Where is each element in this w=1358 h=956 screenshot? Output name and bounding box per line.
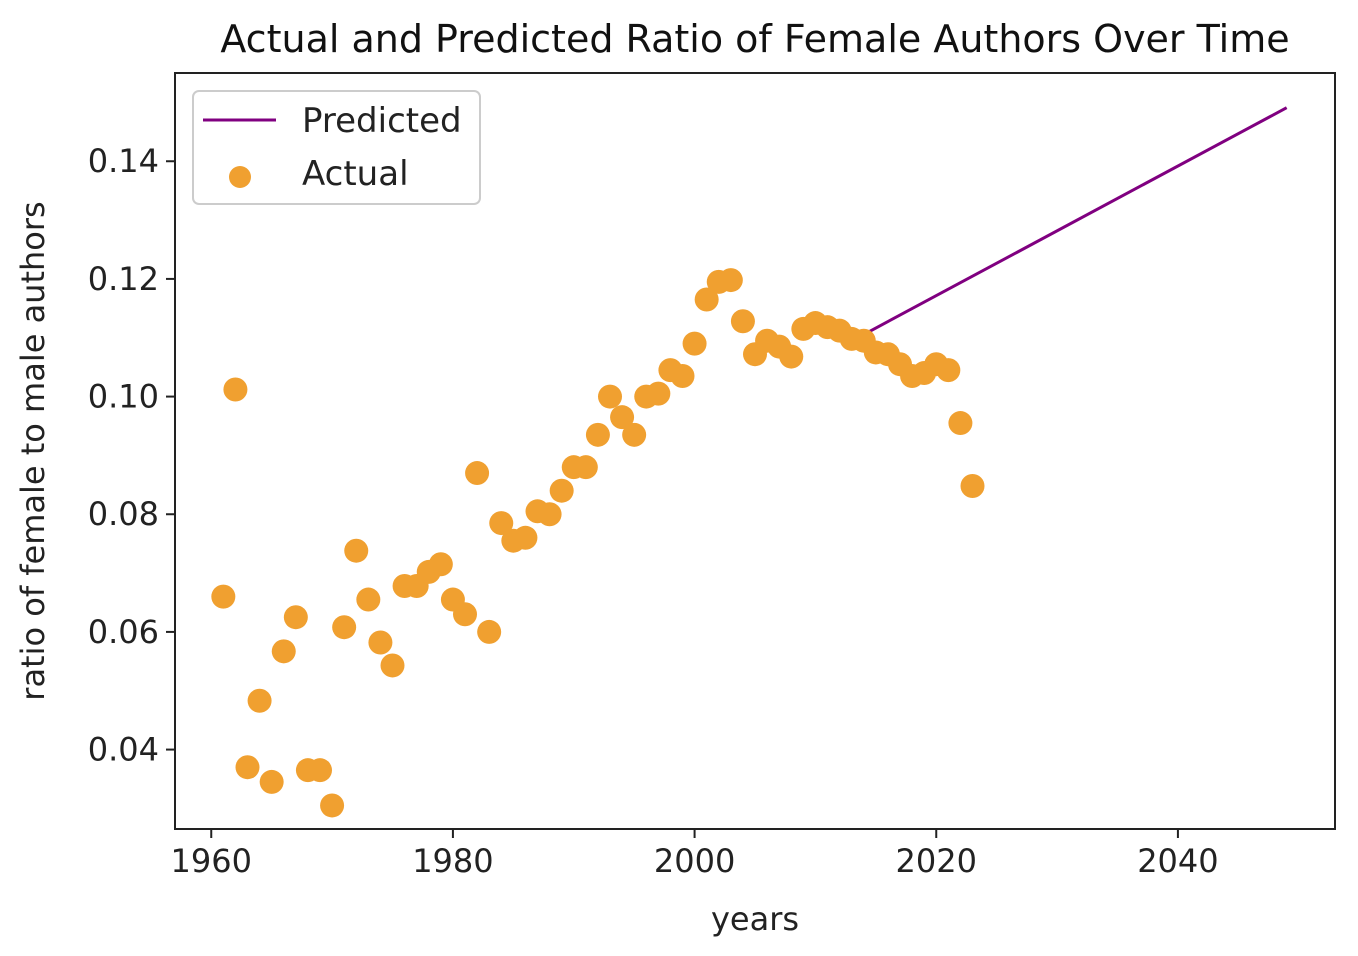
x-axis-ticks: 1960 1980 2000 2020 2040 bbox=[171, 829, 1219, 880]
x-tick-label: 2040 bbox=[1137, 842, 1218, 880]
actual-point bbox=[694, 287, 719, 312]
actual-point bbox=[453, 602, 477, 627]
y-axis-label: ratio of female to male authors bbox=[14, 201, 52, 700]
y-tick-label: 0.04 bbox=[88, 731, 159, 769]
y-tick-label: 0.10 bbox=[88, 378, 159, 416]
predicted-line bbox=[869, 106, 1288, 333]
actual-point bbox=[573, 455, 598, 480]
actual-point bbox=[223, 377, 248, 402]
actual-point bbox=[368, 630, 393, 655]
x-tick-label: 1960 bbox=[171, 842, 252, 880]
x-tick-label: 1980 bbox=[412, 842, 493, 880]
x-axis-label: years bbox=[711, 900, 799, 938]
actual-point bbox=[622, 422, 647, 447]
y-tick-label: 0.08 bbox=[88, 495, 159, 533]
x-tick-label: 2020 bbox=[896, 842, 977, 880]
actual-point bbox=[513, 525, 538, 550]
legend-predicted-label: Predicted bbox=[302, 101, 462, 141]
actual-point bbox=[670, 363, 695, 388]
actual-point bbox=[283, 605, 308, 630]
actual-point bbox=[465, 461, 490, 486]
actual-point bbox=[610, 405, 635, 430]
x-tick-label: 2000 bbox=[654, 842, 735, 880]
actual-point bbox=[235, 755, 260, 780]
actual-point bbox=[549, 478, 574, 503]
actual-point bbox=[380, 653, 405, 678]
actual-point bbox=[960, 474, 985, 499]
actual-point bbox=[646, 381, 671, 406]
actual-point bbox=[271, 639, 296, 664]
actual-point bbox=[537, 502, 562, 527]
actual-point bbox=[682, 331, 707, 356]
legend-actual-swatch bbox=[229, 166, 251, 188]
actual-point bbox=[428, 552, 453, 577]
actual-point bbox=[948, 411, 973, 436]
actual-point bbox=[308, 758, 332, 783]
actual-point bbox=[585, 422, 610, 447]
actual-point bbox=[598, 384, 622, 409]
actual-point bbox=[247, 688, 272, 713]
actual-point bbox=[477, 619, 502, 644]
legend: Predicted Actual bbox=[192, 90, 481, 205]
y-tick-label: 0.14 bbox=[88, 142, 159, 180]
y-tick-label: 0.06 bbox=[88, 613, 159, 651]
actual-point bbox=[936, 358, 961, 383]
actual-point bbox=[259, 769, 284, 794]
actual-point bbox=[344, 538, 369, 563]
actual-point bbox=[356, 587, 381, 612]
actual-point bbox=[320, 793, 345, 818]
actual-point bbox=[332, 615, 357, 640]
series-layer bbox=[211, 106, 1288, 818]
actual-point bbox=[718, 268, 743, 293]
actual-point bbox=[211, 584, 236, 609]
chart-title: Actual and Predicted Ratio of Female Aut… bbox=[220, 17, 1289, 61]
y-tick-label: 0.12 bbox=[88, 260, 159, 298]
actual-point bbox=[489, 511, 514, 536]
legend-actual-label: Actual bbox=[302, 154, 409, 194]
y-axis-ticks: 0.04 0.06 0.08 0.10 0.12 0.14 bbox=[88, 142, 175, 769]
actual-point bbox=[730, 309, 755, 334]
actual-point bbox=[779, 344, 804, 369]
